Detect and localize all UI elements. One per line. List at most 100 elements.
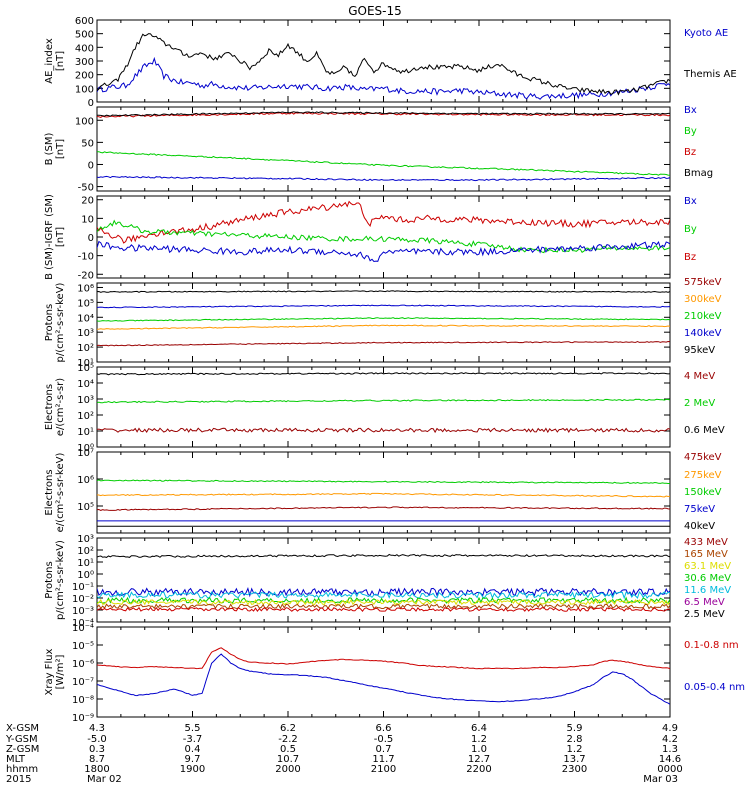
y-tick-label: 10¹ [77, 358, 94, 369]
legend-label: Bx [684, 196, 697, 207]
y-tick-label: 10⁴ [77, 379, 94, 390]
plot-title: GOES-15 [348, 4, 402, 18]
y-tick-label: 10⁻² [72, 594, 94, 605]
legend-label: Bz [684, 147, 696, 158]
y-axis-label: p/(cm²-s-sr-keV) [55, 540, 66, 620]
panel-frame [96, 282, 671, 363]
y-tick-label: 0 [88, 98, 94, 109]
y-tick-label: 50 [81, 138, 94, 149]
legend-label: Kyoto AE [684, 28, 728, 39]
x-tick-value: 9.7 [185, 754, 201, 765]
series-63-1-mev [97, 591, 670, 600]
legend-label: 275keV [684, 470, 722, 481]
x-tick-value: Mar 02 [87, 774, 122, 785]
series-140kev [97, 324, 670, 330]
x-tick-value: 0.3 [89, 744, 105, 755]
legend-label: 95keV [684, 345, 715, 356]
legend-label: Bz [684, 252, 696, 263]
x-tick-value: 1.0 [471, 744, 487, 755]
y-tick-label: 10⁵ [77, 298, 94, 309]
x-tick-value: 4.9 [662, 723, 678, 734]
series-75kev [97, 492, 670, 498]
series-0-05-0-4-nm [97, 653, 670, 705]
series-themis-ae [97, 33, 670, 96]
legend-label: 63.1 MeV [684, 561, 731, 572]
legend-label: 475keV [684, 452, 722, 463]
x-tick-value: 6.6 [376, 723, 392, 734]
series-95kev [97, 340, 670, 347]
x-tick-value: 8.7 [89, 754, 105, 765]
legend-label: Bmag [684, 168, 713, 179]
x-tick-value: 12.7 [468, 754, 490, 765]
legend-label: By [684, 126, 697, 137]
legend-label: 0.05-0.4 nm [684, 682, 745, 693]
y-axis-label: B (SM)-IGRF (SM) [44, 194, 55, 280]
series-40kev [97, 479, 670, 484]
y-tick-label: 10⁻⁴ [72, 623, 94, 634]
x-tick-value: 4.2 [662, 734, 678, 745]
x-tick-value: -5.0 [87, 734, 107, 745]
x-tick-value: 1.2 [567, 744, 583, 755]
panel-bsm: -50 0 50 100 B (SM) [nT] Bx By Bz Bmag [44, 105, 713, 194]
panel-frame [96, 195, 671, 279]
legend-label: 140keV [684, 328, 722, 339]
legend-label: 0.6 MeV [684, 425, 725, 436]
series-433-mev [97, 553, 670, 558]
x-tick-value: 6.2 [280, 723, 296, 734]
y-tick-label: 10⁻⁶ [72, 659, 94, 670]
legend-label: 150keV [684, 487, 722, 498]
y-tick-label: 0 [88, 233, 94, 244]
panel-ae: 0 100 200 300 400 500 600 AE_index [nT] Kyoto AE T… [44, 16, 737, 109]
y-tick-label: -20 [78, 270, 94, 281]
series-30-6-mev [97, 596, 670, 605]
panel-protons: 10¹ 10² 10³ 10⁴ 10⁵ 10⁶ Protons p/(cm²-s-sr-keV… [44, 277, 722, 369]
series-150kev [97, 506, 670, 511]
x-tick-value: 0.7 [376, 744, 392, 755]
y-tick-label: 600 [75, 16, 94, 27]
x-tick-value: 6.4 [471, 723, 487, 734]
y-tick-label: 10² [77, 546, 94, 557]
legend-label: 575keV [684, 277, 722, 288]
y-axis-label: [W/m²] [55, 654, 66, 689]
x-tick-value: 2300 [562, 764, 587, 775]
x-tick-value: 2.8 [567, 734, 583, 745]
series-0-6-mev [97, 372, 670, 376]
series-6-5-mev [97, 603, 670, 610]
panel-electrons-kev: 10⁵ 10⁶ 10⁷ Electrons e/(cm²-s-sr-keV) 475keV… [44, 448, 722, 534]
x-row-label: X-GSM [6, 723, 39, 734]
panel-xray: 10⁻⁹ 10⁻⁸ 10⁻⁷ 10⁻⁶ 10⁻⁵ 10⁻⁴ Xray Flux [W/m²] 0… [44, 623, 745, 724]
y-tick-label: 10⁵ [77, 363, 94, 374]
series-300kev [97, 304, 670, 309]
y-tick-label: 10⁻⁷ [72, 677, 94, 688]
x-tick-value: 1800 [84, 764, 109, 775]
x-axis-labels: X-GSMY-GSMZ-GSMMLThhmm20154.3-5.00.38.71… [5, 723, 683, 785]
y-axis-label: Protons [44, 561, 55, 598]
x-tick-value: 5.5 [185, 723, 201, 734]
y-tick-label: 10⁻⁹ [72, 713, 94, 724]
series-0-1-0-8-nm [97, 647, 670, 670]
y-tick-label: 300 [75, 57, 94, 68]
y-tick-label: 10⁻⁴ [72, 618, 94, 629]
x-row-label: hhmm [6, 764, 38, 775]
y-axis-label: AE_index [44, 38, 55, 84]
legend-label: 11.6 MeV [684, 585, 731, 596]
series-bz [97, 240, 670, 263]
x-tick-value: 10.7 [277, 754, 299, 765]
x-tick-value: 5.9 [567, 723, 583, 734]
y-tick-label: 100 [75, 116, 94, 127]
panel-frame [96, 19, 671, 103]
y-axis-label: e/(cm²-s-sr) [55, 378, 66, 436]
y-tick-label: 10⁻³ [72, 606, 94, 617]
y-axis-label: Protons [44, 304, 55, 341]
y-axis-label: [nT] [55, 227, 66, 247]
x-tick-value: 2100 [371, 764, 396, 775]
y-tick-label: 10² [77, 343, 94, 354]
legend-label: 40keV [684, 521, 715, 532]
series-11-6-mev [97, 598, 670, 606]
x-tick-value: 11.7 [372, 754, 394, 765]
series-2-mev [97, 398, 670, 404]
y-axis-label: p/(cm²-s-sr-keV) [55, 282, 66, 362]
y-tick-label: 10⁰ [77, 443, 94, 454]
y-tick-label: 100 [75, 84, 94, 95]
